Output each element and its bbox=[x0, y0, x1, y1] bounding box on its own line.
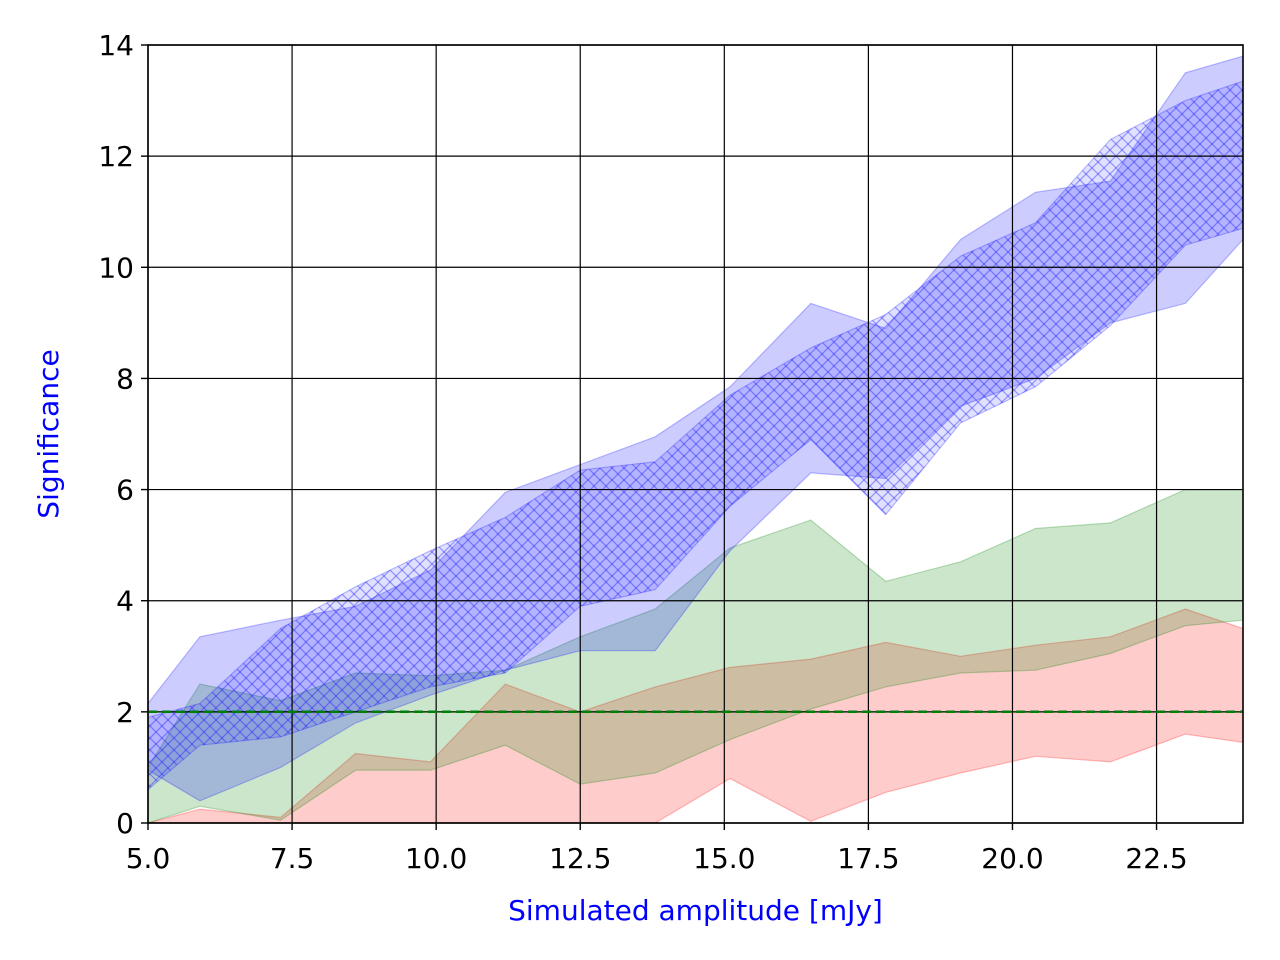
y-tick-label-1: 2 bbox=[116, 696, 134, 729]
x-tick-label-1: 7.5 bbox=[270, 842, 315, 875]
y-tick-label-4: 8 bbox=[116, 362, 134, 395]
y-tick-label-0: 0 bbox=[116, 807, 134, 840]
x-tick-label-7: 22.5 bbox=[1125, 842, 1187, 875]
x-tick-label-6: 20.0 bbox=[981, 842, 1043, 875]
band-4-hatch bbox=[148, 81, 1243, 790]
x-tick-label-0: 5.0 bbox=[126, 842, 171, 875]
y-tick-label-2: 4 bbox=[116, 585, 134, 618]
x-tick-label-3: 12.5 bbox=[549, 842, 611, 875]
x-tick-label-2: 10.0 bbox=[405, 842, 467, 875]
x-axis-label: Simulated amplitude [mJy] bbox=[508, 894, 883, 927]
y-tick-label-5: 10 bbox=[98, 251, 134, 284]
y-tick-label-6: 12 bbox=[98, 140, 134, 173]
plot-frame bbox=[147, 44, 1244, 824]
x-tick-label-5: 17.5 bbox=[837, 842, 899, 875]
y-axis-label: Significance bbox=[32, 349, 65, 518]
y-tick-label-7: 14 bbox=[98, 29, 134, 62]
ticks-layer: 5.0 7.5 10.0 12.5 15.0 17.5 20.0 22.5 0 2 4 6 8 10 12 1… bbox=[98, 29, 1187, 875]
y-tick-label-3: 6 bbox=[116, 474, 134, 507]
x-tick-label-4: 15.0 bbox=[693, 842, 755, 875]
band-1 bbox=[148, 608, 1243, 823]
band-2 bbox=[148, 489, 1243, 823]
bands-layer bbox=[148, 55, 1243, 823]
